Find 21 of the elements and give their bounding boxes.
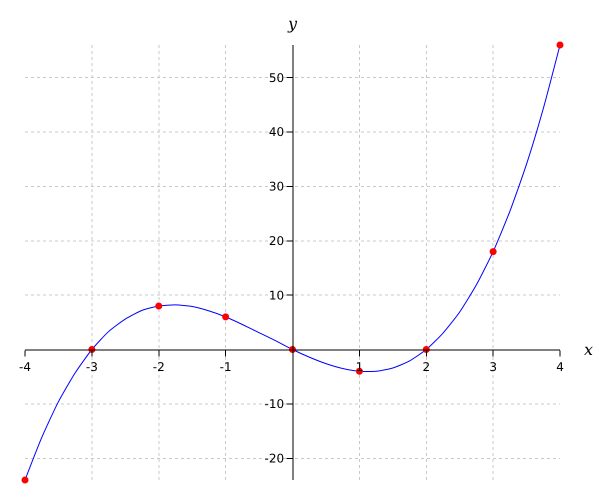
- x-tick-label: -2: [152, 360, 165, 374]
- x-tick-label: -1: [220, 360, 232, 374]
- y-tick-label: -10: [264, 397, 284, 412]
- x-tick-label: 3: [489, 360, 497, 374]
- point: [556, 42, 564, 48]
- x-tick-label: -4: [19, 360, 31, 374]
- y-tick-label: 20: [268, 234, 284, 248]
- y-tick-label: -20: [264, 451, 284, 466]
- point: [22, 476, 28, 484]
- y-axis-title: y: [287, 14, 298, 33]
- point: [490, 248, 497, 256]
- y-tick-label: 30: [268, 180, 284, 194]
- y-tick-label: 40: [268, 125, 284, 140]
- y-tick-label: 10: [268, 288, 284, 302]
- point: [155, 302, 162, 310]
- y-tick-label: 50: [268, 70, 284, 85]
- point: [222, 313, 230, 320]
- x-tick-label: 2: [422, 360, 430, 374]
- x-tick-label: -3: [86, 360, 98, 374]
- x-tick-label: 4: [556, 360, 564, 374]
- x-axis-title: x: [584, 340, 594, 359]
